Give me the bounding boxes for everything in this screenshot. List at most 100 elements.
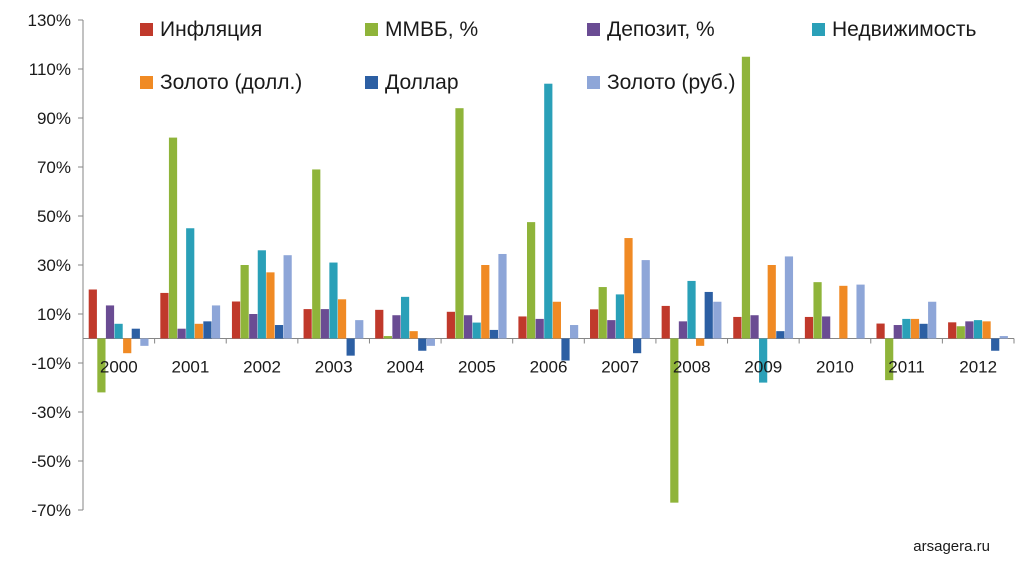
bar [687,280,696,339]
x-tick-label: 2010 [816,358,854,377]
legend-label: Депозит, % [607,18,715,41]
bar [928,301,937,339]
bar [481,265,490,339]
bar [203,321,212,339]
bar [733,316,742,339]
bar [97,338,106,393]
bar [105,305,115,339]
x-tick-label: 2003 [315,358,353,377]
y-tick-label: 90% [37,109,71,128]
bar [704,291,713,339]
x-tick-label: 2000 [100,358,138,377]
bar [813,282,822,339]
legend-swatch [140,76,153,89]
x-tick-label: 2009 [744,358,782,377]
legend-label: Золото (долл.) [160,71,302,94]
legend-swatch [587,76,600,89]
bar [140,338,149,346]
bar [114,323,123,339]
bar [919,323,928,339]
x-tick-label: 2006 [530,358,568,377]
bar [804,316,814,339]
bar [355,320,364,339]
bar [257,250,266,339]
legend-label: Золото (руб.) [607,71,736,94]
legend-swatch [812,23,825,36]
bar [552,301,561,339]
bar [266,272,275,339]
bar [902,318,911,339]
x-tick-label: 2008 [673,358,711,377]
bar [776,331,785,339]
bar [607,320,616,339]
bar [426,338,435,346]
legend-label: Инфляция [160,18,262,41]
x-tick-labels: 2000 2001 2002 2003 2004 2005 2006 2007 2008 2009… [100,358,997,377]
bar [211,305,221,339]
bar [991,338,1000,351]
y-tick-labels: 130% 110% 90% 70% 50% 30% 10% -10% -30% -50% -70% [28,11,71,520]
y-tick-label: -50% [31,452,71,471]
bar [463,315,473,339]
y-tick-label: 70% [37,158,71,177]
watermark-source: arsagera.ru [913,538,990,555]
legend-swatch [365,23,378,36]
legend-label: ММВБ, % [385,18,478,41]
bar [910,318,920,339]
bar [893,325,902,339]
bar [249,314,258,339]
bar [346,338,355,356]
bar [750,315,759,339]
bar [400,296,410,339]
bar [741,56,751,339]
bar [999,336,1008,339]
y-tick-label: 50% [37,207,71,226]
bar [472,322,481,339]
bar [956,326,965,339]
bar [383,336,392,339]
bar [641,260,650,339]
bar [160,292,169,339]
y-tick-label: 30% [37,256,71,275]
bar [375,309,384,339]
bar [123,338,132,354]
bar [283,255,292,339]
bar [713,301,722,339]
bar [168,137,178,339]
bar [303,309,312,339]
bar [876,323,885,339]
y-tick-label: -10% [31,354,71,373]
bar [784,256,794,339]
bar [767,265,776,339]
bar [518,316,527,339]
bar [661,305,670,339]
bar [670,338,679,503]
y-tick-label: 10% [37,305,71,324]
bar [231,301,241,339]
x-tick-label: 2007 [601,358,639,377]
bar [633,338,642,354]
bar [973,320,983,339]
legend-swatch [587,23,600,36]
bar [822,316,831,339]
legend-label: Недвижимость [832,18,977,41]
bar [839,285,848,339]
bar [240,265,249,339]
bar [856,284,865,339]
bar [544,83,553,339]
bar [982,321,991,339]
x-tick-label: 2012 [959,358,997,377]
bar [418,338,427,351]
bar [194,323,203,339]
x-tick-label: 2004 [386,358,424,377]
bar [446,311,455,339]
legend-label: Доллар [385,71,459,94]
bar [455,108,464,339]
y-tick-label: 130% [28,11,71,30]
bar [409,331,418,339]
bar [274,325,284,339]
y-tick-label: -30% [31,403,71,422]
bar [489,329,498,339]
